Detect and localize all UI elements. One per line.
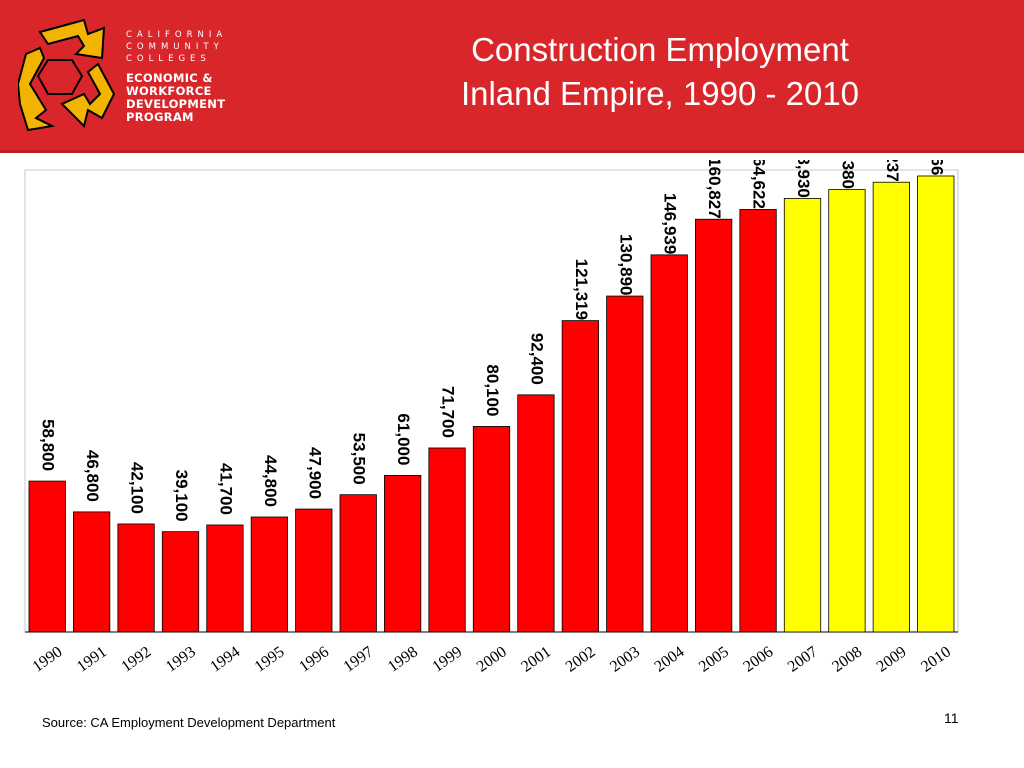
x-tick-label-2008: 2008 — [829, 643, 865, 675]
bar-chart: 58,800 1990 46,800 1991 42,100 1992 39,100 1993… — [24, 160, 959, 676]
value-label-2004: 146,939 — [661, 193, 680, 254]
bar-1997 — [339, 494, 377, 633]
x-tick-label-2006: 2006 — [740, 643, 776, 675]
x-tick-label-2003: 2003 — [607, 643, 643, 675]
x-tick-label-1990: 1990 — [30, 643, 66, 675]
value-label-1994: 41,700 — [216, 463, 235, 515]
value-label-2002: 121,319 — [572, 259, 591, 320]
x-tick-label-1999: 1999 — [429, 643, 465, 675]
bar-1998 — [384, 475, 422, 633]
x-tick-label-2000: 2000 — [474, 643, 510, 675]
bar-2001 — [517, 394, 555, 633]
header-divider — [0, 150, 1024, 153]
bar-2002 — [561, 320, 599, 633]
value-label-1996: 47,900 — [305, 447, 324, 499]
bar-2009 — [872, 181, 910, 633]
x-tick-label-1995: 1995 — [252, 643, 288, 675]
page-title: Construction Employment Inland Empire, 1… — [360, 28, 960, 116]
x-tick-label-2002: 2002 — [563, 643, 599, 675]
x-tick-label-2004: 2004 — [652, 643, 688, 675]
bar-2010 — [917, 175, 955, 633]
x-tick-label-2007: 2007 — [785, 643, 821, 675]
logo-text-california: CALIFORNIA — [126, 30, 228, 40]
bar-1994 — [206, 524, 244, 633]
bar-1992 — [117, 523, 155, 633]
header-banner — [0, 0, 1024, 150]
bar-2000 — [472, 426, 511, 633]
x-tick-label-2001: 2001 — [518, 643, 554, 675]
value-label-1992: 42,100 — [128, 462, 147, 514]
bar-2005 — [695, 218, 733, 633]
bar-1999 — [428, 447, 466, 633]
bar-1993 — [161, 531, 200, 633]
x-tick-label-1997: 1997 — [341, 643, 377, 675]
x-tick-label-2005: 2005 — [696, 643, 732, 675]
x-tick-label-1998: 1998 — [385, 643, 421, 675]
bar-2004 — [650, 254, 688, 633]
bar-2008 — [828, 189, 866, 633]
title-line-2: Inland Empire, 1990 - 2010 — [460, 75, 860, 112]
logo: CALIFORNIA COMMUNITY COLLEGES ECONOMIC &… — [16, 14, 258, 136]
x-tick-label-1992: 1992 — [118, 643, 154, 675]
bar-2003 — [606, 295, 644, 633]
x-tick-label-2010: 2010 — [918, 643, 954, 675]
logo-text-community: COMMUNITY — [126, 42, 224, 52]
x-tick-label-1993: 1993 — [163, 643, 199, 675]
bar-2006 — [739, 209, 777, 633]
logo-text-colleges: COLLEGES — [126, 54, 211, 64]
value-label-2006: 164,622 — [750, 160, 769, 209]
x-tick-label-1991: 1991 — [74, 643, 110, 675]
x-tick-label-1996: 1996 — [296, 643, 332, 675]
title-line-1: Construction Employment — [471, 31, 849, 68]
value-label-1998: 61,000 — [394, 413, 413, 465]
value-label-2001: 92,400 — [527, 333, 546, 385]
value-label-1999: 71,700 — [439, 386, 458, 438]
x-tick-label-1994: 1994 — [207, 643, 243, 675]
value-label-2000: 80,100 — [483, 364, 502, 416]
value-label-2010: 177,666 — [927, 160, 946, 175]
page-number: 11 — [944, 710, 959, 726]
value-label-2009: 175,237 — [883, 160, 902, 182]
value-label-1991: 46,800 — [83, 450, 102, 502]
value-label-2005: 160,827 — [705, 160, 724, 219]
value-label-2007: 168,930 — [794, 160, 813, 198]
logo-text-development: DEVELOPMENT — [126, 97, 226, 111]
bar-1990 — [28, 480, 66, 633]
value-label-1990: 58,800 — [39, 419, 58, 471]
value-label-2008: 172,380 — [838, 160, 857, 189]
value-label-2003: 130,890 — [616, 234, 635, 295]
logo-text-economic: ECONOMIC & — [126, 71, 213, 85]
bar-1991 — [73, 511, 111, 633]
bar-1995 — [250, 516, 288, 633]
value-label-1997: 53,500 — [350, 433, 369, 485]
recycle-arrows-icon — [16, 18, 116, 132]
value-label-1993: 39,100 — [172, 470, 191, 522]
logo-text-program: PROGRAM — [126, 110, 194, 124]
x-tick-label-2009: 2009 — [874, 643, 910, 675]
bar-1996 — [295, 508, 333, 633]
logo-text-workforce: WORKFORCE — [126, 84, 212, 98]
value-label-1995: 44,800 — [261, 455, 280, 507]
source-note: Source: CA Employment Development Depart… — [42, 715, 336, 730]
bar-2007 — [783, 198, 822, 633]
